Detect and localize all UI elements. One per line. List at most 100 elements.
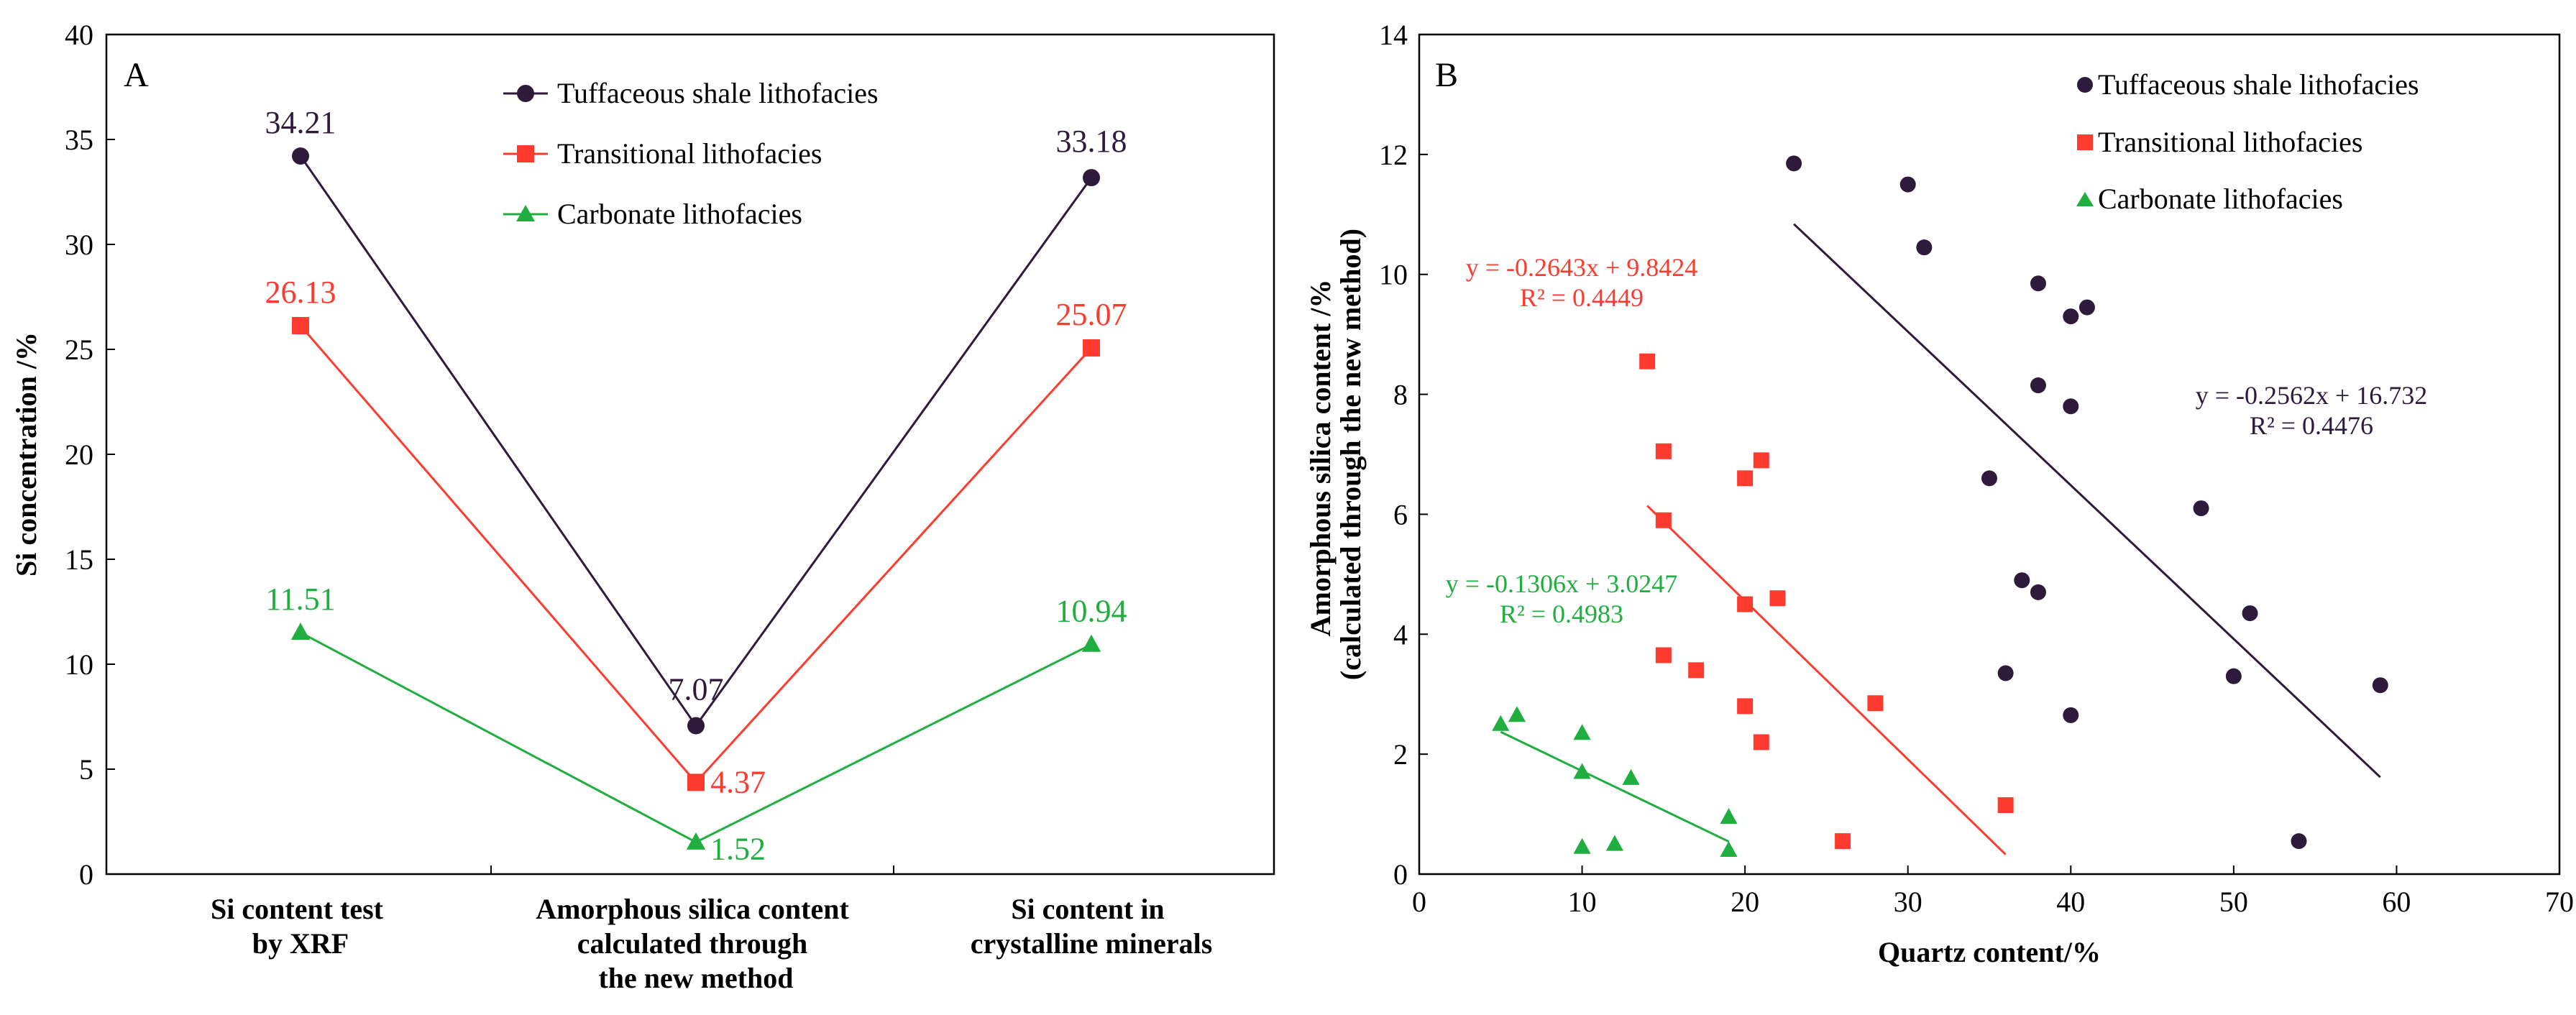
panel-b-series (1492, 155, 2388, 857)
panel-b-legend: Tuffaceous shale lithofacies Transitiona… (2076, 68, 2419, 215)
panel-a-data-label-tuffaceous: 34.21 (265, 105, 336, 140)
panel-b-ytick-label: 6 (1393, 498, 1408, 531)
panel-b-point-carbonate (1605, 835, 1623, 851)
panel-b-xtick-label: 10 (1568, 886, 1597, 918)
panel-b-point-tuffaceous (2063, 308, 2079, 325)
legend-a-label-transitional: Transitional lithofacies (557, 137, 822, 170)
panel-a-data-label-carbonate: 11.51 (265, 582, 335, 617)
panel-a-data-label-carbonate: 1.52 (710, 832, 766, 867)
panel-a-ygrid-ticks: 0 5 10 15 20 25 30 35 40 (65, 19, 115, 891)
panel-a-point-tuffaceous (687, 717, 705, 735)
panel-b-point-tuffaceous (2063, 707, 2079, 723)
panel-a-category-3: Si content in crystalline minerals (971, 893, 1213, 960)
r2-transitional: R² = 0.4449 (1520, 283, 1644, 312)
legend-a-label-carbonate: Carbonate lithofacies (557, 198, 802, 230)
panel-a-ytick-label: 15 (65, 543, 93, 576)
panel-a-data-label-transitional: 4.37 (710, 764, 766, 799)
panel-a-ytick-label: 5 (79, 753, 93, 786)
panel-b-yticks: 0 2 4 6 8 10 12 14 (1379, 19, 1428, 891)
panel-b-ytick-label: 2 (1393, 738, 1408, 771)
panel-b-ytick-label: 0 (1393, 858, 1408, 891)
panel-b-point-tuffaceous (2193, 500, 2209, 517)
panel-b-equations: y = -0.2643x + 9.8424 R² = 0.4449 y = -0… (1446, 253, 2428, 628)
panel-b-ylabel-line-2: (calculated through the new method) (1334, 229, 1367, 680)
panel-b: 0 2 4 6 8 10 12 14 0 10 20 30 40 50 60 70 B Amorphous … (1304, 19, 2574, 968)
panel-b-xtick-label: 20 (1731, 886, 1759, 918)
equation-tuffaceous: y = -0.2562x + 16.732 (2196, 381, 2428, 410)
panel-a-category-3-line-1: Si content in (1011, 893, 1164, 925)
panel-a-ytick-label: 40 (65, 19, 93, 51)
panel-b-point-tuffaceous (2291, 833, 2307, 850)
panel-b-point-tuffaceous (2372, 677, 2388, 694)
panel-b-point-carbonate (1622, 768, 1640, 785)
panel-b-ytick-label: 14 (1379, 19, 1408, 51)
panel-a-point-carbonate (686, 832, 706, 850)
equation-transitional: y = -0.2643x + 9.8424 (1466, 253, 1698, 282)
legend-b-label-transitional: Transitional lithofacies (2098, 126, 2362, 158)
panel-b-point-tuffaceous (2063, 398, 2079, 415)
panel-b-point-tuffaceous (2030, 584, 2046, 600)
panel-a-legend: Tuffaceous shale lithofacies Transitiona… (503, 77, 879, 230)
panel-b-xtick-label: 50 (2219, 886, 2248, 918)
panel-b-ytick-label: 12 (1379, 139, 1408, 171)
panel-b-point-transitional (1753, 734, 1769, 750)
panel-b-point-transitional (1737, 470, 1754, 487)
panel-a-category-3-line-2: crystalline minerals (971, 927, 1213, 960)
panel-a-category-labels: Si content test by XRF Amorphous silica … (211, 893, 1212, 994)
panel-a-point-transitional (1083, 339, 1100, 357)
panel-a-point-tuffaceous (1083, 169, 1100, 187)
legend-b-marker-transitional (2077, 134, 2093, 150)
panel-b-ytick-label: 10 (1379, 259, 1408, 291)
panel-b-label: B (1435, 56, 1458, 94)
panel-b-point-carbonate (1573, 763, 1591, 779)
panel-b-point-transitional (1997, 797, 2014, 814)
panel-a-point-tuffaceous (292, 147, 309, 165)
panel-b-xtick-label: 70 (2545, 886, 2574, 918)
panel-b-point-tuffaceous (2078, 299, 2095, 316)
panel-a-plot-frame (105, 33, 1275, 876)
panel-b-xtick-label: 40 (2056, 886, 2085, 918)
panel-b-fit-line-carbonate (1500, 730, 1730, 843)
panel-a-category-2-line-3: the new method (598, 962, 793, 994)
panel-b-plot-frame (1418, 33, 2561, 876)
panel-b-xtick-label: 30 (1894, 886, 1922, 918)
r2-carbonate: R² = 0.4983 (1500, 600, 1623, 628)
panel-b-point-tuffaceous (1981, 470, 1997, 487)
panel-a-category-2: Amorphous silica content calculated thro… (536, 893, 856, 994)
panel-b-point-tuffaceous (2014, 572, 2030, 589)
equation-carbonate: y = -0.1306x + 3.0247 (1446, 569, 1678, 598)
panel-a-data-label-carbonate: 10.94 (1056, 594, 1127, 629)
panel-b-point-transitional (1655, 647, 1672, 663)
panel-b-point-transitional (1655, 512, 1672, 528)
panel-a: 0 5 10 15 20 25 30 35 40 A Si concentration /% S… (10, 19, 1275, 994)
panel-b-ytick-label: 4 (1393, 618, 1408, 651)
panel-b-point-transitional (1753, 452, 1769, 469)
panel-a-ytick-label: 35 (65, 124, 93, 156)
panel-b-point-tuffaceous (1916, 239, 1933, 256)
legend-b-label-tuffaceous: Tuffaceous shale lithofacies (2098, 68, 2419, 101)
panel-a-point-transitional (687, 773, 705, 791)
panel-a-point-carbonate (290, 623, 311, 640)
panel-a-point-carbonate (1081, 634, 1101, 652)
legend-a-label-tuffaceous: Tuffaceous shale lithofacies (557, 77, 879, 109)
panel-b-fit-line-tuffaceous (1793, 223, 2381, 779)
panel-a-data-labels: 34.21 7.07 33.18 26.13 4.37 25.07 11.51 1.52 10.… (265, 105, 1127, 867)
panel-a-series (290, 147, 1101, 850)
panel-a-ytick-label: 25 (65, 334, 93, 366)
panel-b-point-transitional (1639, 353, 1656, 369)
panel-b-point-tuffaceous (1997, 665, 2014, 681)
panel-a-line-carbonate (300, 631, 1092, 844)
panel-a-ytick-label: 0 (79, 858, 93, 891)
panel-b-point-transitional (1737, 596, 1754, 612)
panel-a-ytick-label: 10 (65, 648, 93, 681)
legend-b-marker-tuffaceous (2077, 77, 2093, 93)
panel-b-point-carbonate (1492, 715, 1510, 731)
panel-b-xlabel: Quartz content/% (1878, 936, 2101, 968)
panel-b-ytick-label: 8 (1393, 379, 1408, 411)
panel-b-point-carbonate (1720, 840, 1738, 857)
panel-b-xticks: 0 10 20 30 40 50 60 70 (1412, 865, 2574, 918)
panel-b-ylabel: Amorphous silica content /% (calculated … (1304, 229, 1367, 680)
panel-a-category-2-line-1: Amorphous silica content (536, 893, 849, 925)
panel-a-category-1: Si content test by XRF (211, 893, 390, 960)
panel-b-xtick-label: 0 (1412, 886, 1426, 918)
